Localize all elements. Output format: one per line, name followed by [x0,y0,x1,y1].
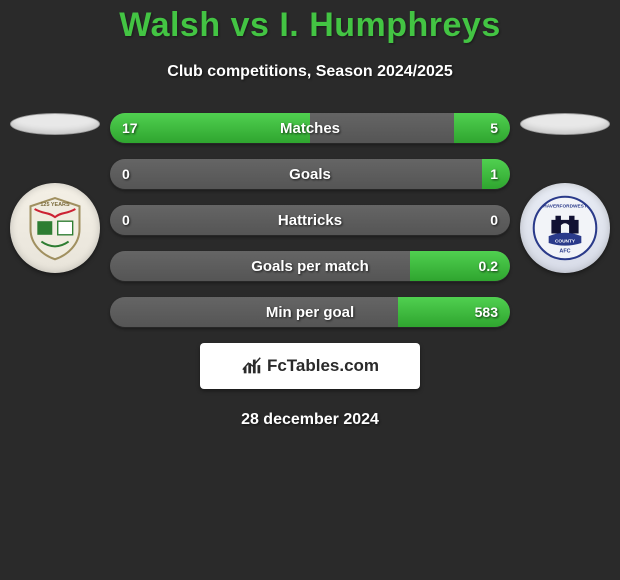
title-player2: I. Humphreys [279,6,500,44]
stat-bars: 17Matches50Goals10Hattricks0Goals per ma… [110,113,510,327]
shield-icon: 125 YEARS [21,194,89,262]
brand-text: FcTables.com [267,356,379,376]
stat-label: Matches [110,113,510,143]
footer-date: 28 december 2024 [0,411,620,429]
stat-value-right: 1 [490,159,498,189]
stat-value-right: 583 [475,297,498,327]
stat-row: 0Goals1 [110,159,510,189]
stat-value-right: 0.2 [479,251,498,281]
svg-text:COUNTY: COUNTY [555,238,576,244]
bar-chart-icon [241,355,263,377]
castle-crest-icon: HAVERFORDWEST COUNTY AFC [531,194,599,262]
title-player1: Walsh [119,6,220,44]
comparison-panel: 125 YEARS HAVERFORDWEST COUNTY AFC 17Mat… [0,113,620,327]
stat-label: Goals per match [110,251,510,281]
brand-badge[interactable]: FcTables.com [200,343,420,389]
stat-value-right: 0 [490,205,498,235]
svg-text:125 YEARS: 125 YEARS [40,202,70,208]
stat-label: Goals [110,159,510,189]
svg-text:AFC: AFC [559,248,570,254]
svg-text:HAVERFORDWEST: HAVERFORDWEST [543,204,587,210]
player1-name-oval [10,113,100,135]
title-vs: vs [231,6,270,44]
player1-column: 125 YEARS [0,113,110,273]
stat-row: 17Matches5 [110,113,510,143]
player2-name-oval [520,113,610,135]
stat-row: Min per goal583 [110,297,510,327]
player2-column: HAVERFORDWEST COUNTY AFC [510,113,620,273]
stat-label: Min per goal [110,297,510,327]
stat-value-right: 5 [490,113,498,143]
page-title: Walsh vs I. Humphreys [0,0,620,45]
player2-club-crest: HAVERFORDWEST COUNTY AFC [520,183,610,273]
stat-row: Goals per match0.2 [110,251,510,281]
stat-row: 0Hattricks0 [110,205,510,235]
subtitle: Club competitions, Season 2024/2025 [0,63,620,81]
player1-club-crest: 125 YEARS [10,183,100,273]
stat-label: Hattricks [110,205,510,235]
